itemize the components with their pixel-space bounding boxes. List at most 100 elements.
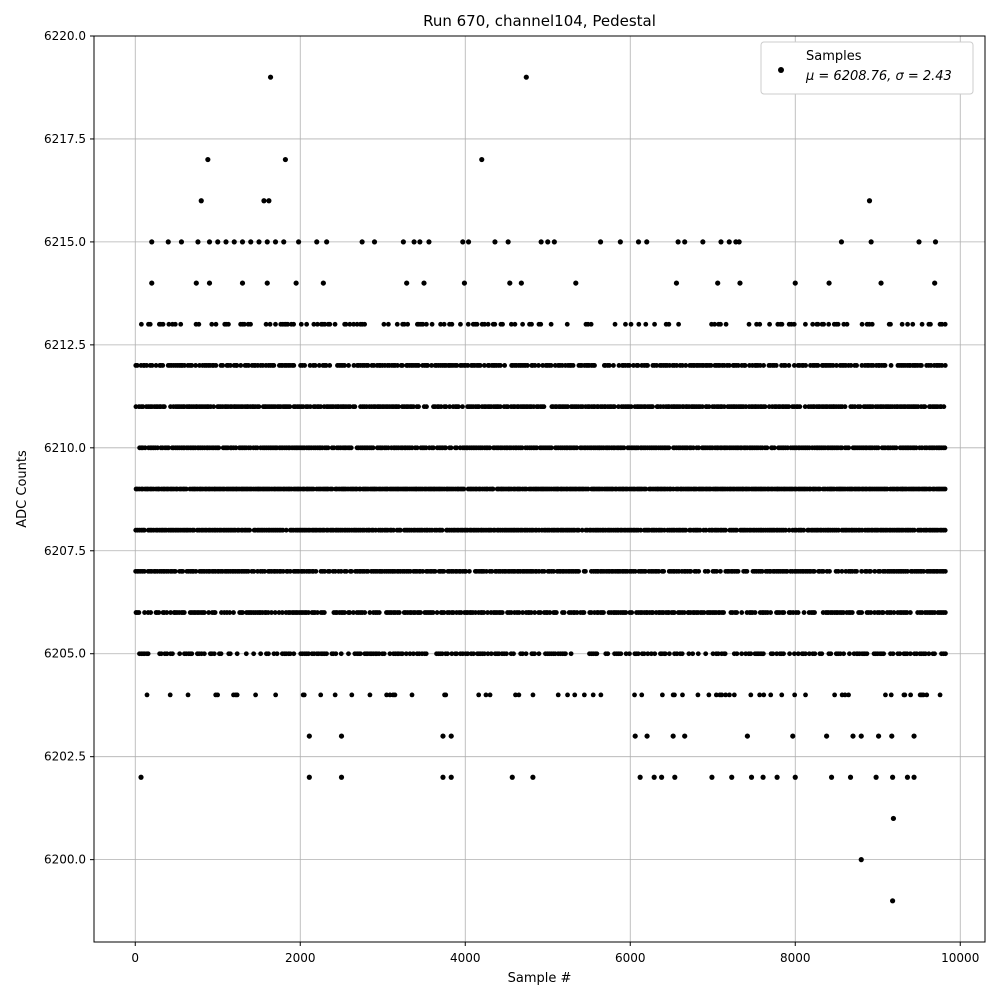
data-point: [505, 239, 511, 245]
data-point: [177, 651, 183, 657]
data-point: [563, 651, 568, 657]
data-point: [847, 774, 854, 780]
data-point: [672, 692, 677, 698]
data-point: [441, 568, 447, 574]
data-point: [612, 404, 617, 410]
data-point: [652, 651, 658, 657]
data-point: [423, 445, 429, 451]
data-point: [783, 527, 789, 533]
data-point: [148, 610, 154, 615]
data-point: [310, 486, 316, 492]
data-point: [371, 363, 377, 368]
data-point: [605, 651, 611, 657]
data-point: [407, 568, 413, 574]
data-point: [483, 692, 489, 698]
data-point: [346, 651, 351, 657]
data-point: [168, 610, 174, 615]
data-point: [890, 651, 896, 657]
legend-stats: μ = 6208.76, σ = 2.43: [805, 69, 952, 84]
data-point: [149, 363, 155, 368]
data-point: [674, 363, 680, 368]
data-point: [723, 527, 728, 533]
data-point: [215, 692, 221, 698]
data-point: [269, 610, 274, 615]
data-point: [774, 651, 780, 657]
data-point: [206, 280, 213, 286]
data-point: [460, 404, 465, 410]
data-point: [313, 568, 319, 574]
data-point: [541, 404, 547, 410]
data-point: [306, 733, 312, 739]
data-point: [460, 239, 466, 245]
data-point: [258, 651, 264, 657]
data-point: [347, 404, 353, 410]
data-point: [322, 568, 328, 574]
data-points: [133, 74, 948, 904]
data-point: [227, 363, 233, 368]
data-point: [688, 568, 694, 574]
data-point: [564, 321, 570, 327]
data-point: [735, 568, 741, 574]
data-point: [709, 774, 715, 780]
data-point: [287, 651, 293, 657]
data-point: [417, 239, 423, 245]
data-point: [632, 568, 638, 574]
data-point: [525, 363, 530, 368]
data-point: [351, 363, 357, 368]
data-point: [786, 363, 792, 368]
data-point: [287, 568, 293, 574]
data-point: [781, 610, 787, 615]
data-point: [866, 198, 873, 204]
data-point: [835, 321, 841, 327]
data-point: [878, 280, 884, 286]
data-point: [359, 239, 365, 245]
data-point: [534, 445, 540, 451]
data-point: [172, 321, 178, 327]
y-tick-label: 6202.5: [44, 750, 86, 764]
data-point: [201, 651, 207, 657]
data-point: [585, 486, 591, 492]
data-point: [739, 610, 745, 615]
data-point: [196, 321, 202, 327]
data-point: [136, 610, 142, 615]
data-point: [941, 404, 947, 410]
data-point: [905, 568, 910, 574]
data-point: [505, 404, 511, 410]
data-point: [854, 363, 860, 368]
data-point: [784, 568, 790, 574]
data-point: [803, 651, 808, 657]
data-point: [576, 568, 582, 574]
data-point: [568, 651, 574, 657]
data-point: [932, 280, 938, 286]
data-point: [764, 445, 770, 451]
data-point: [726, 363, 732, 368]
data-point: [285, 321, 291, 327]
data-point: [532, 651, 537, 657]
data-point: [643, 321, 649, 327]
data-point: [523, 651, 529, 657]
data-point: [695, 692, 701, 698]
y-axis-ticks: 6200.0 6202.5 6205.0 6207.5 6210.0 6212.5 6215…: [44, 29, 94, 867]
y-tick-label: 6212.5: [44, 338, 86, 352]
data-point: [897, 651, 903, 657]
data-point: [266, 651, 271, 657]
data-point: [358, 651, 363, 657]
data-point: [348, 445, 354, 451]
data-point: [178, 239, 185, 245]
data-point: [690, 445, 696, 451]
data-point: [481, 610, 487, 615]
data-point: [618, 651, 624, 657]
data-point: [582, 568, 588, 574]
data-point: [869, 321, 875, 327]
data-point: [365, 363, 371, 368]
data-point: [181, 610, 187, 615]
data-point: [706, 404, 712, 410]
data-point: [651, 774, 657, 780]
data-point: [762, 404, 768, 410]
data-point: [579, 527, 585, 533]
data-point: [142, 527, 147, 533]
data-point: [859, 610, 865, 615]
data-point: [890, 815, 897, 822]
data-point: [234, 363, 240, 368]
data-point: [828, 651, 834, 657]
